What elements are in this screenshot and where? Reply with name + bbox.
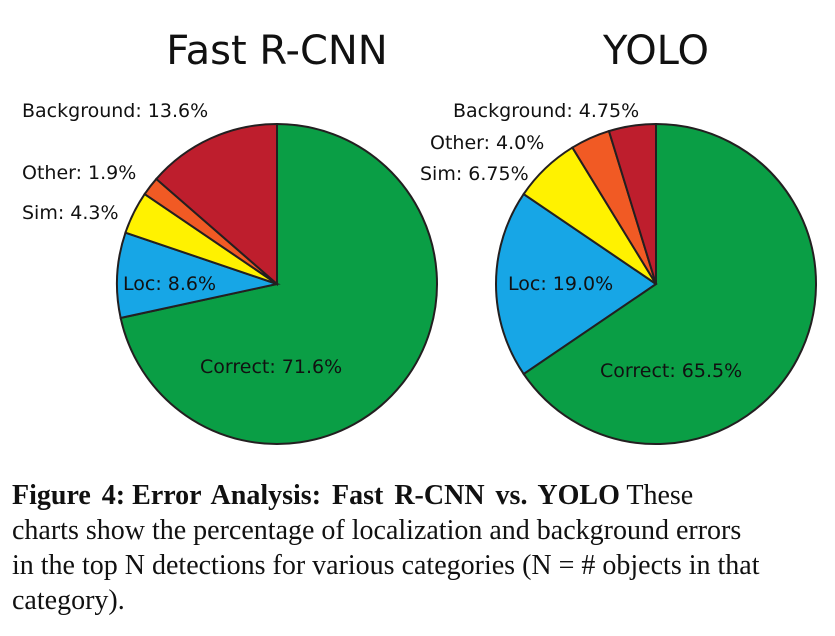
caption-title: Error Analysis: Fast R-CNN vs. YOLO	[132, 480, 620, 511]
chart-title: YOLO	[602, 28, 709, 74]
slice-label-correct: Correct: 71.6%	[200, 356, 342, 378]
slice-label-sim: Sim: 4.3%	[22, 202, 119, 224]
pie-charts: Fast R-CNN Correct: 71.6% Loc: 8.6% Sim: 4.…	[22, 28, 817, 445]
pie-slice-background	[154, 122, 278, 287]
pie-slice-loc	[495, 192, 658, 376]
pie-slice-correct	[522, 122, 817, 445]
pie-slice-loc	[116, 231, 281, 320]
caption-label: Figure 4:	[12, 480, 126, 511]
slice-label-loc: Loc: 8.6%	[123, 273, 216, 295]
slice-label-background: Background: 4.75%	[453, 100, 639, 122]
caption-line-1: Figure 4: Error Analysis: Fast R-CNN vs.…	[12, 478, 827, 513]
slice-label-other: Other: 1.9%	[22, 162, 136, 184]
slice-label-other: Other: 4.0%	[430, 132, 544, 154]
caption-text-start: These	[626, 480, 694, 511]
pie-slice-background	[607, 122, 657, 285]
caption-line-4: category).	[12, 585, 125, 616]
pie-chart-yolo: YOLO Correct: 65.5% Loc: 19.0% Sim: 6.75% Ot…	[420, 28, 817, 445]
slice-label-sim: Sim: 6.75%	[420, 163, 529, 185]
slice-label-loc: Loc: 19.0%	[508, 273, 613, 295]
slice-label-correct: Correct: 65.5%	[600, 360, 742, 382]
caption-line-3: in the top N detections for various cate…	[12, 550, 760, 581]
chart-title: Fast R-CNN	[166, 28, 387, 74]
pie-chart-fast-r-cnn: Fast R-CNN Correct: 71.6% Loc: 8.6% Sim: 4.…	[22, 28, 438, 445]
slice-label-background: Background: 13.6%	[22, 100, 208, 122]
figure-caption: Figure 4: Error Analysis: Fast R-CNN vs.…	[12, 478, 827, 618]
caption-line-2: charts show the percentage of localizati…	[12, 515, 742, 546]
